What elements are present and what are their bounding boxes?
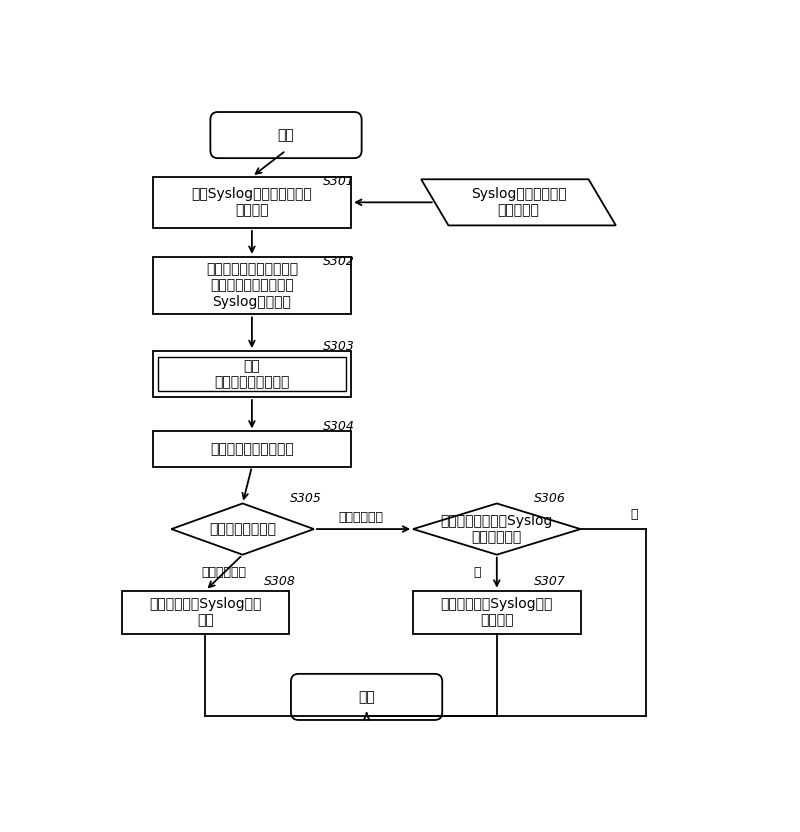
Bar: [413, 591, 581, 634]
Text: 结束: 结束: [358, 690, 375, 704]
Text: S307: S307: [534, 575, 566, 588]
Polygon shape: [421, 179, 616, 225]
Bar: [153, 257, 351, 314]
Text: S301: S301: [323, 176, 355, 188]
Text: S302: S302: [323, 255, 355, 268]
Bar: [153, 176, 351, 228]
Text: 网元删除事件: 网元删除事件: [202, 566, 246, 579]
Text: S303: S303: [323, 340, 355, 353]
Text: S304: S304: [323, 420, 355, 433]
Polygon shape: [413, 503, 581, 555]
Text: S306: S306: [534, 492, 566, 505]
Text: 注销该网元的Syslog监听
服务: 注销该网元的Syslog监听 服务: [150, 597, 262, 627]
Text: S308: S308: [264, 575, 296, 588]
Bar: [153, 431, 351, 467]
Text: 接收网元操作事件消息: 接收网元操作事件消息: [210, 442, 294, 456]
Text: Syslog报文监听服务
的配置参数: Syslog报文监听服务 的配置参数: [470, 187, 566, 217]
Text: 判断网元操作事件: 判断网元操作事件: [209, 522, 276, 536]
Text: 开始: 开始: [278, 128, 294, 142]
Text: S305: S305: [290, 492, 322, 505]
Text: 根据配置参数，对所有有
效的被管理的网元注册
Syslog监听服务: 根据配置参数，对所有有 效的被管理的网元注册 Syslog监听服务: [206, 262, 298, 309]
Bar: [122, 591, 289, 634]
Bar: [153, 351, 351, 397]
FancyBboxPatch shape: [291, 674, 442, 720]
Bar: [158, 357, 346, 391]
Polygon shape: [171, 503, 314, 555]
FancyBboxPatch shape: [210, 112, 362, 158]
Text: 否: 否: [630, 508, 638, 522]
Text: 网元添加事件: 网元添加事件: [338, 511, 383, 524]
Text: 注册该网元的Syslog报文
监听服务: 注册该网元的Syslog报文 监听服务: [441, 597, 553, 627]
Text: 判断是否需要注册Syslog
报文监听服务: 判断是否需要注册Syslog 报文监听服务: [441, 514, 553, 544]
Text: 启动
网元操作事件监听器: 启动 网元操作事件监听器: [214, 359, 290, 389]
Text: 获取Syslog报文监听服务的
配置参数: 获取Syslog报文监听服务的 配置参数: [191, 187, 312, 217]
Text: 是: 是: [474, 566, 481, 579]
